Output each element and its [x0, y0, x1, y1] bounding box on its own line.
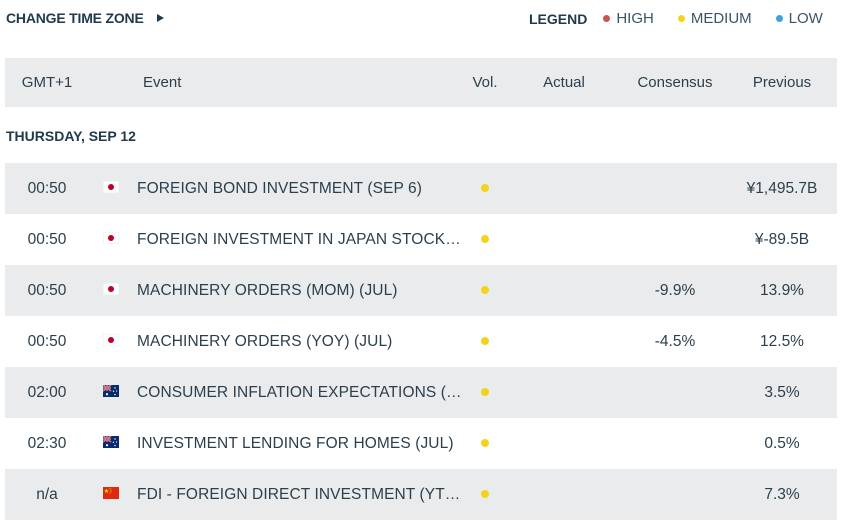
event-name[interactable]: FOREIGN INVESTMENT IN JAPAN STOCKS ... [137, 231, 467, 248]
event-time: 00:50 [27, 333, 67, 350]
event-actual [529, 418, 599, 469]
legend-label-high: HIGH [616, 10, 654, 27]
table-row[interactable]: 00:50 FOREIGN BOND INVESTMENT (SEP 6) ¥1… [5, 163, 837, 214]
event-name[interactable]: INVESTMENT LENDING FOR HOMES (JUL) [137, 435, 454, 452]
flag-japan-icon [103, 334, 119, 346]
header-consensus: Consensus [637, 74, 713, 91]
legend-label-medium: MEDIUM [690, 10, 752, 27]
event-previous: 3.5% [764, 384, 800, 401]
legend: LEGEND HIGH MEDIUM LOW [529, 10, 823, 27]
table-row[interactable]: n/a FDI - FOREIGN DIRECT INVESTMENT (YTD… [5, 469, 837, 520]
high-dot-icon [603, 15, 611, 22]
event-time: 00:50 [27, 180, 67, 197]
flag-japan-icon [103, 232, 119, 244]
event-name[interactable]: MACHINERY ORDERS (MOM) (JUL) [137, 282, 398, 299]
event-previous: 7.3% [764, 486, 800, 503]
volatility-medium-icon [481, 184, 489, 192]
event-actual [529, 163, 599, 214]
change-timezone-button[interactable]: CHANGE TIME ZONE [6, 10, 164, 26]
event-consensus: -4.5% [654, 333, 696, 350]
legend-item-low: LOW [775, 10, 823, 27]
top-bar: CHANGE TIME ZONE LEGEND HIGH MEDIUM LOW [0, 0, 845, 40]
event-consensus [637, 418, 713, 469]
volatility-medium-icon [481, 286, 489, 294]
event-previous: ¥-89.5B [754, 231, 810, 248]
legend-item-high: HIGH [603, 10, 654, 27]
volatility-medium-icon [481, 490, 489, 498]
medium-dot-icon [677, 15, 685, 22]
event-actual [529, 316, 599, 367]
volatility-medium-icon [481, 337, 489, 345]
event-name[interactable]: CONSUMER INFLATION EXPECTATIONS (S... [137, 384, 467, 401]
volatility-medium-icon [481, 388, 489, 396]
event-time: 02:30 [27, 435, 67, 452]
event-consensus: -9.9% [654, 282, 696, 299]
flag-australia-icon [103, 385, 119, 397]
section-date: THURSDAY, SEP 12 [6, 128, 136, 144]
event-consensus [637, 163, 713, 214]
event-actual [529, 265, 599, 316]
header-timezone[interactable]: GMT+1 [21, 74, 73, 91]
volatility-medium-icon [481, 439, 489, 447]
legend-label-low: LOW [788, 10, 823, 27]
event-time: 00:50 [27, 231, 67, 248]
header-previous: Previous [752, 74, 812, 91]
flag-japan-icon [103, 181, 119, 193]
event-previous: 12.5% [760, 333, 804, 350]
event-time: n/a [36, 486, 58, 503]
header-vol: Vol. [472, 74, 498, 91]
event-consensus [637, 214, 713, 265]
legend-title: LEGEND [529, 10, 588, 27]
event-name[interactable]: FOREIGN BOND INVESTMENT (SEP 6) [137, 180, 423, 197]
event-previous: 0.5% [764, 435, 800, 452]
table-row[interactable]: 00:50 MACHINERY ORDERS (MOM) (JUL) -9.9%… [5, 265, 837, 316]
table-row[interactable]: 02:30 INVESTMENT LENDING FOR HOMES (JUL)… [5, 418, 837, 469]
table-row[interactable]: 00:50 MACHINERY ORDERS (YOY) (JUL) -4.5%… [5, 316, 837, 367]
table-row[interactable]: 02:00 CONSUMER INFLATION EXPECTATIONS (S… [5, 367, 837, 418]
header-actual: Actual [543, 74, 585, 91]
low-dot-icon [775, 15, 783, 22]
legend-item-medium: MEDIUM [677, 10, 752, 27]
volatility-medium-icon [481, 235, 489, 243]
event-time: 00:50 [27, 282, 67, 299]
header-event: Event [143, 74, 182, 91]
table-header: GMT+1 Event Vol. Actual Consensus Previo… [5, 58, 837, 107]
event-previous: ¥1,495.7B [746, 180, 818, 197]
event-list: 00:50 FOREIGN BOND INVESTMENT (SEP 6) ¥1… [5, 163, 837, 520]
change-timezone-label: CHANGE TIME ZONE [6, 10, 144, 26]
event-actual [529, 214, 599, 265]
table-row[interactable]: 00:50 FOREIGN INVESTMENT IN JAPAN STOCKS… [5, 214, 837, 265]
event-previous: 13.9% [760, 282, 804, 299]
flag-japan-icon [103, 283, 119, 295]
event-name[interactable]: FDI - FOREIGN DIRECT INVESTMENT (YTD... [137, 486, 467, 503]
event-actual [529, 469, 599, 520]
event-consensus [637, 469, 713, 520]
play-arrow-icon [156, 14, 164, 22]
event-time: 02:00 [27, 384, 67, 401]
flag-china-icon [103, 487, 119, 499]
event-name[interactable]: MACHINERY ORDERS (YOY) (JUL) [137, 333, 393, 350]
event-actual [529, 367, 599, 418]
event-consensus [637, 367, 713, 418]
flag-australia-icon [103, 436, 119, 448]
